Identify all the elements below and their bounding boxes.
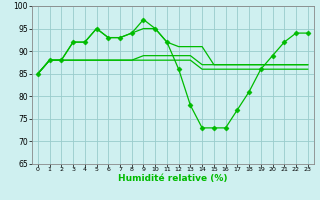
X-axis label: Humidité relative (%): Humidité relative (%) <box>118 174 228 183</box>
